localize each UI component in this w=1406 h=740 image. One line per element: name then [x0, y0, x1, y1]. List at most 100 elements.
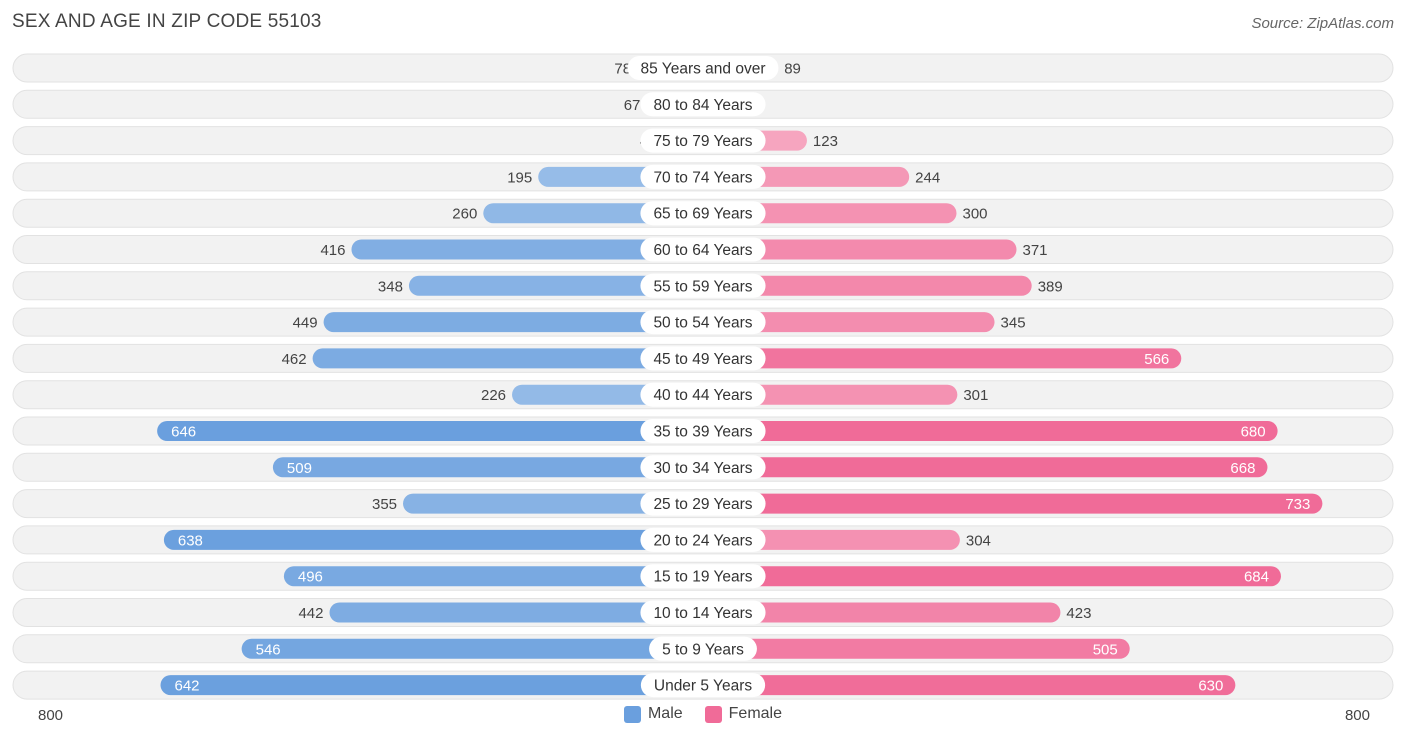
bar-male: [351, 239, 703, 260]
bar-female: [703, 312, 995, 333]
category-label: 80 to 84 Years: [653, 97, 752, 114]
legend-label-male: Male: [647, 705, 683, 722]
value-label-female: 566: [1144, 351, 1169, 368]
category-pill: [640, 419, 766, 443]
category-pill: [640, 92, 766, 117]
value-label-female: 668: [1230, 460, 1255, 477]
category-pill: [640, 273, 766, 298]
value-label-female: 389: [1038, 278, 1063, 295]
bar-male: [163, 529, 703, 550]
bar-male: [403, 493, 703, 514]
legend: Male Female: [0, 705, 1406, 723]
category-label: 70 to 74 Years: [653, 169, 752, 186]
bar-male: [323, 312, 703, 333]
value-label-male: 509: [287, 460, 312, 477]
category-pill: [640, 673, 766, 698]
category-label: 75 to 79 Years: [653, 133, 752, 150]
bar-female: [703, 493, 1323, 514]
value-label-female: 89: [784, 61, 801, 78]
legend-item-male[interactable]: Male: [623, 705, 683, 723]
legend-swatch-male: [623, 705, 641, 723]
category-pill: [640, 600, 766, 625]
category-pill: [640, 455, 766, 480]
category-pill: [640, 164, 766, 189]
category-label: 10 to 14 Years: [653, 605, 752, 622]
bar-female: [703, 348, 1182, 369]
value-label-male: 642: [175, 678, 200, 695]
category-label: 60 to 64 Years: [653, 242, 752, 259]
legend-swatch-female: [704, 705, 722, 723]
bar-male: [160, 675, 703, 696]
category-pill: [640, 310, 766, 335]
category-pill: [640, 382, 766, 407]
category-label: 45 to 49 Years: [653, 351, 752, 368]
legend-label-female: Female: [728, 705, 783, 722]
category-pill: [640, 237, 766, 262]
bar-female: [703, 457, 1268, 478]
value-label-female: 345: [1001, 315, 1026, 332]
category-label: 25 to 29 Years: [653, 496, 752, 513]
bar-female: [703, 638, 1130, 659]
category-label: 15 to 19 Years: [653, 569, 752, 586]
value-label-female: 300: [963, 206, 988, 223]
value-label-male: 496: [298, 569, 323, 586]
axis-right-max-label: 800: [1344, 707, 1370, 724]
category-label: 40 to 44 Years: [653, 387, 752, 404]
category-label: 5 to 9 Years: [662, 641, 744, 658]
bar-male: [408, 275, 703, 296]
category-pill: [640, 201, 766, 226]
value-label-female: 684: [1244, 569, 1269, 586]
axis-left-max-label: 800: [38, 707, 64, 724]
value-label-female: 244: [915, 169, 940, 186]
bar-male: [241, 638, 703, 659]
bar-female: [703, 566, 1281, 587]
value-label-male: 442: [298, 605, 323, 622]
source-label: Source: ZipAtlas.com: [1251, 15, 1394, 32]
value-label-male: 355: [372, 496, 397, 513]
category-pill: [640, 527, 766, 552]
bar-female: [703, 203, 957, 224]
value-label-male: 260: [452, 206, 477, 223]
legend-item-female[interactable]: Female: [704, 705, 783, 723]
value-label-male: 416: [320, 242, 345, 259]
category-label: Under 5 Years: [654, 678, 752, 695]
bar-female: [703, 602, 1061, 623]
value-label-male: 195: [507, 169, 532, 186]
category-pill: [640, 564, 766, 589]
bar-male: [283, 566, 703, 587]
value-label-male: 462: [282, 351, 307, 368]
category-label: 35 to 39 Years: [653, 424, 752, 441]
value-label-female: 423: [1066, 605, 1091, 622]
category-label: 55 to 59 Years: [653, 278, 752, 295]
bar-male: [312, 348, 703, 369]
category-pill: [640, 128, 766, 153]
category-pill: [640, 491, 766, 516]
category-pill: [649, 636, 757, 661]
value-label-male: 638: [178, 532, 203, 549]
bar-female: [703, 275, 1032, 296]
chart-title: SEX AND AGE IN ZIP CODE 55103: [12, 11, 322, 32]
category-label: 50 to 54 Years: [653, 315, 752, 332]
bar-male: [329, 602, 703, 623]
value-label-female: 630: [1198, 678, 1223, 695]
category-label: 65 to 69 Years: [653, 206, 752, 223]
bar-male: [272, 457, 703, 478]
category-pill: [640, 346, 766, 371]
value-label-male: 348: [378, 278, 403, 295]
value-label-female: 505: [1093, 641, 1118, 658]
category-label: 20 to 24 Years: [653, 532, 752, 549]
bar-male: [157, 421, 703, 441]
value-label-female: 680: [1241, 424, 1266, 441]
value-label-male: 449: [293, 315, 318, 332]
value-label-male: 78: [614, 61, 631, 78]
value-label-female: 304: [966, 532, 991, 549]
bar-female: [703, 421, 1278, 441]
category-label: 30 to 34 Years: [653, 460, 752, 477]
value-label-male: 67: [624, 97, 641, 114]
bar-female: [703, 239, 1017, 260]
value-label-female: 123: [813, 133, 838, 150]
value-label-female: 371: [1022, 242, 1047, 259]
value-label-female: 301: [963, 387, 988, 404]
bar-female: [703, 384, 958, 405]
